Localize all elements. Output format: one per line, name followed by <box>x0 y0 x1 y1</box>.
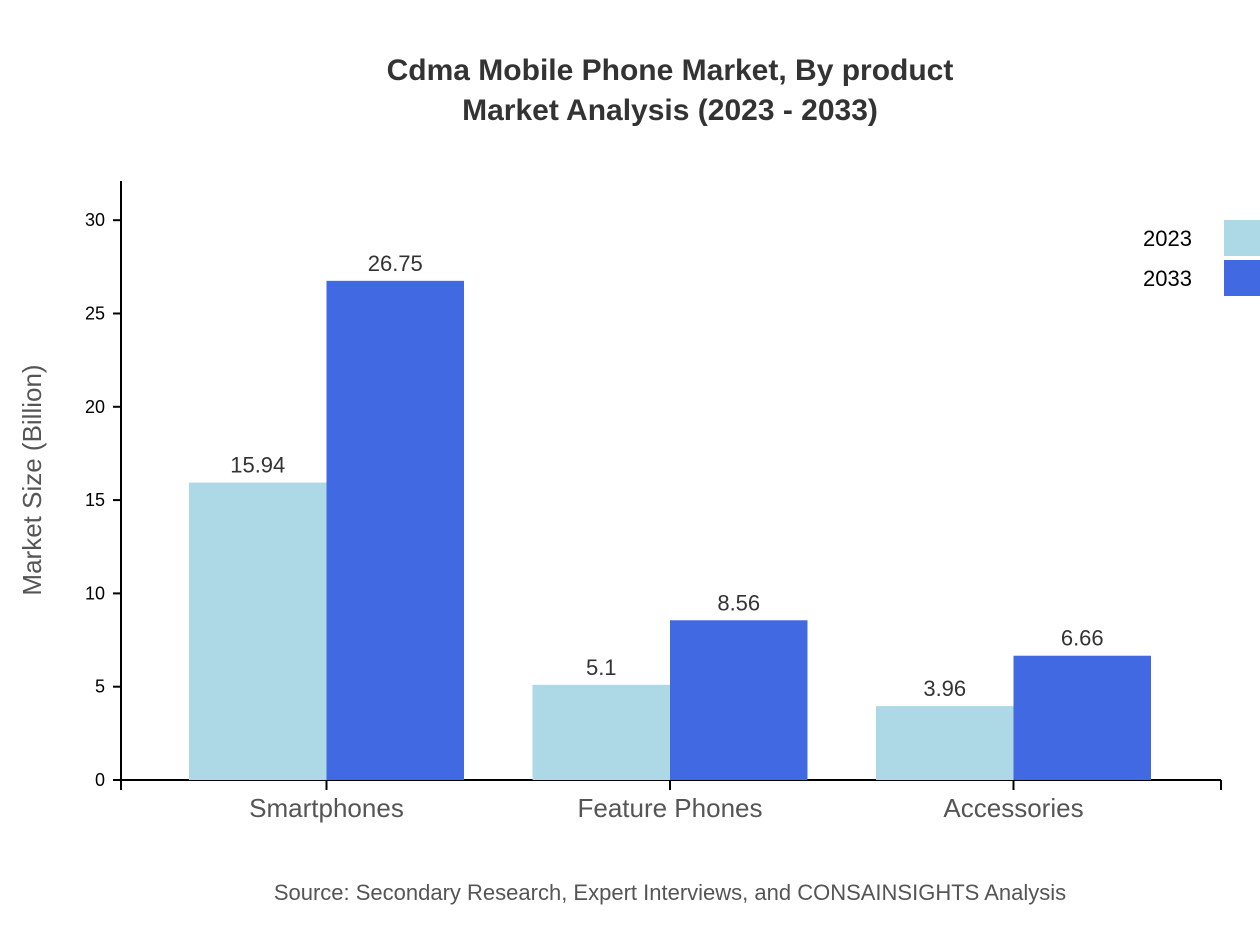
x-tick-label: Smartphones <box>249 793 404 823</box>
legend-swatch <box>1224 220 1260 256</box>
bar-2023 <box>876 706 1014 780</box>
chart-title: Cdma Mobile Phone Market, By product <box>387 54 954 87</box>
data-label: 3.96 <box>923 676 966 701</box>
x-tick-label: Feature Phones <box>577 793 762 823</box>
y-axis-label: Market Size (Billion) <box>17 364 47 595</box>
bar-2023 <box>189 482 327 780</box>
y-tick-label: 5 <box>95 677 105 697</box>
x-axis: Smartphones Feature Phones Accessories <box>120 779 1222 823</box>
data-label: 15.94 <box>230 453 285 478</box>
data-label: 8.56 <box>717 590 760 615</box>
bars: 15.94 26.75 5.1 8.56 3.96 6.66 <box>189 251 1151 780</box>
bar-2033 <box>326 280 464 780</box>
y-tick-label: 15 <box>85 490 105 510</box>
y-tick-label: 10 <box>85 583 105 603</box>
bar-2023 <box>532 684 670 780</box>
data-label: 5.1 <box>586 655 617 680</box>
y-tick-label: 25 <box>85 303 105 323</box>
legend-swatch <box>1224 260 1260 296</box>
legend: 2023 2033 <box>1143 220 1260 296</box>
y-tick-label: 0 <box>95 770 105 790</box>
legend-label: 2033 <box>1143 266 1192 291</box>
legend-label: 2023 <box>1143 226 1192 251</box>
y-axis: 0 5 10 15 20 25 30 <box>85 181 122 790</box>
bar-2033 <box>670 620 808 780</box>
chart-subtitle: Market Analysis (2023 - 2033) <box>462 94 878 127</box>
bar-2033 <box>1013 655 1151 780</box>
x-tick-label: Accessories <box>943 793 1083 823</box>
y-tick-label: 20 <box>85 397 105 417</box>
data-label: 26.75 <box>368 251 423 276</box>
source-note: Source: Secondary Research, Expert Inter… <box>274 880 1066 905</box>
y-tick-label: 30 <box>85 210 105 230</box>
data-label: 6.66 <box>1061 626 1104 651</box>
